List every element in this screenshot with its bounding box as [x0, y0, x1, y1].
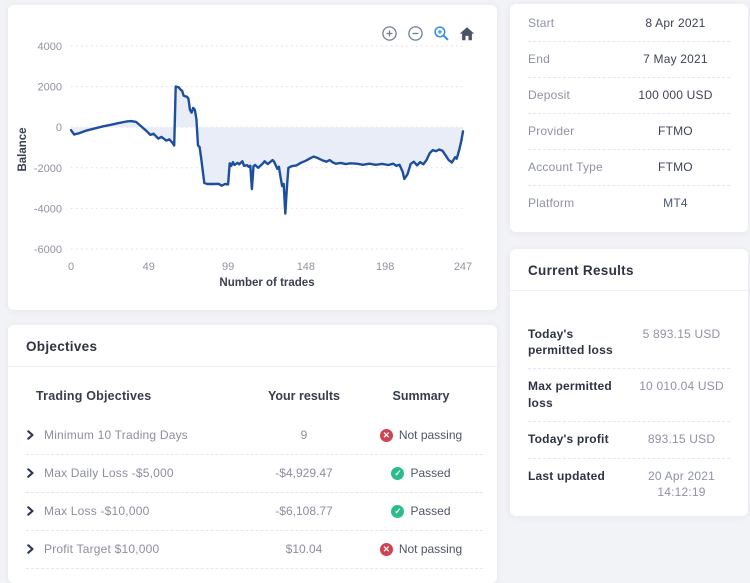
status-badge: ✓ Passed [359, 466, 483, 480]
objectives-table: Trading Objectives Your results Summary … [8, 367, 497, 569]
svg-text:Balance: Balance [17, 127, 29, 171]
info-value: FTMO [658, 124, 693, 138]
expand-chevron-icon[interactable] [26, 544, 35, 554]
table-row-profit-target[interactable]: Profit Target $10,000 $10.04 ✕ Not passi… [26, 531, 483, 569]
balance-chart-card: 4000 2000 0 -2000 -4000 -6000 0 49 99 148 198 247 Nu… [8, 5, 497, 310]
svg-text:2000: 2000 [38, 82, 62, 94]
not-passing-icon: ✕ [379, 428, 393, 442]
info-label: Account Type [528, 160, 603, 174]
chart-toolbar [381, 25, 475, 42]
svg-text:Number of trades: Number of trades [219, 277, 314, 289]
expand-chevron-icon[interactable] [26, 506, 35, 516]
result-row-todays-profit: Today's profit 893.15 USD [528, 422, 730, 459]
result-value: 10 010.04 USD [639, 379, 724, 394]
svg-text:0: 0 [56, 122, 62, 134]
info-label: Start [528, 16, 555, 30]
objective-label: Profit Target $10,000 [44, 542, 160, 556]
info-label: Platform [528, 196, 575, 210]
svg-text:-2000: -2000 [34, 163, 62, 175]
info-value: 7 May 2021 [643, 52, 708, 66]
result-row-max-permitted-loss: Max permitted loss 10 010.04 USD [528, 369, 730, 422]
svg-text:-6000: -6000 [34, 244, 62, 256]
table-row-min-trading-days[interactable]: Minimum 10 Trading Days 9 ✕ Not passing [26, 417, 483, 455]
result-value: 5 893.15 USD [642, 327, 721, 341]
svg-text:-4000: -4000 [34, 203, 62, 215]
objective-result: -$6,108.77 [275, 504, 333, 518]
objectives-card: Objectives Trading Objectives Your resul… [8, 325, 497, 583]
objective-label: Minimum 10 Trading Days [44, 428, 188, 442]
svg-text:0: 0 [68, 261, 74, 273]
status-label: Passed [410, 504, 451, 518]
svg-text:198: 198 [376, 261, 394, 273]
objectives-title: Objectives [8, 325, 497, 367]
current-results-card: Current Results Today's permitted loss 5… [510, 249, 748, 516]
info-label: Deposit [528, 88, 571, 102]
info-label: End [528, 52, 550, 66]
result-value: 20 Apr 2021 14:12:19 [648, 468, 715, 500]
result-row-last-updated: Last updated 20 Apr 2021 14:12:19 [528, 459, 730, 512]
zoom-in-icon[interactable] [381, 25, 398, 42]
status-label: Not passing [398, 542, 463, 556]
info-row-provider: Provider FTMO [528, 114, 730, 150]
expand-chevron-icon[interactable] [26, 430, 35, 440]
result-label: Max permitted loss [528, 379, 612, 410]
objective-result: 9 [300, 428, 308, 442]
header-your-results: Your results [267, 389, 340, 403]
reset-home-icon[interactable] [459, 26, 475, 42]
table-row-max-loss[interactable]: Max Loss -$10,000 -$6,108.77 ✓ Passed [26, 493, 483, 531]
info-label: Provider [528, 124, 575, 138]
info-value: 100 000 USD [638, 88, 713, 102]
zoom-out-icon[interactable] [407, 25, 424, 42]
selection-zoom-icon[interactable] [433, 25, 450, 42]
objectives-table-header: Trading Objectives Your results Summary [26, 373, 483, 417]
info-row-account-type: Account Type FTMO [528, 150, 730, 186]
status-badge: ✓ Passed [359, 504, 483, 518]
info-value: FTMO [658, 160, 693, 174]
objective-result: $10.04 [285, 542, 323, 556]
status-badge: ✕ Not passing [359, 428, 483, 442]
result-row-permitted-loss: Today's permitted loss 5 893.15 USD [528, 317, 730, 370]
info-value: 8 Apr 2021 [645, 16, 706, 30]
table-row-max-daily-loss[interactable]: Max Daily Loss -$5,000 -$4,929.47 ✓ Pass… [26, 455, 483, 493]
objective-label: Max Loss -$10,000 [44, 504, 150, 518]
not-passing-icon: ✕ [379, 542, 393, 556]
objective-result: -$4,929.47 [275, 466, 333, 480]
objective-label: Max Daily Loss -$5,000 [44, 466, 174, 480]
svg-text:49: 49 [143, 261, 155, 273]
info-row-end: End 7 May 2021 [528, 42, 730, 78]
status-label: Not passing [398, 428, 463, 442]
passed-icon: ✓ [391, 504, 405, 518]
svg-text:148: 148 [297, 261, 315, 273]
result-label: Last updated [528, 468, 606, 483]
result-label: Today's profit [528, 431, 609, 446]
status-label: Passed [410, 466, 451, 480]
account-info-card: Start 8 Apr 2021 End 7 May 2021 Deposit … [510, 4, 748, 232]
result-label: Today's permitted loss [528, 327, 613, 358]
header-trading-objectives: Trading Objectives [36, 389, 152, 403]
passed-icon: ✓ [391, 466, 405, 480]
svg-text:247: 247 [454, 261, 472, 273]
info-row-platform: Platform MT4 [528, 186, 730, 221]
current-results-title: Current Results [510, 249, 748, 291]
svg-text:4000: 4000 [38, 41, 62, 53]
result-value: 893.15 USD [647, 431, 716, 446]
current-results-body: Today's permitted loss 5 893.15 USD Max … [510, 291, 748, 521]
platform-link[interactable]: MT4 [663, 196, 688, 210]
info-row-deposit: Deposit 100 000 USD [528, 78, 730, 114]
status-badge: ✕ Not passing [359, 542, 483, 556]
expand-chevron-icon[interactable] [26, 468, 35, 478]
header-summary: Summary [392, 389, 450, 403]
svg-text:99: 99 [222, 261, 234, 273]
balance-chart[interactable]: 4000 2000 0 -2000 -4000 -6000 0 49 99 148 198 247 Nu… [8, 11, 497, 303]
info-row-start: Start 8 Apr 2021 [528, 6, 730, 42]
